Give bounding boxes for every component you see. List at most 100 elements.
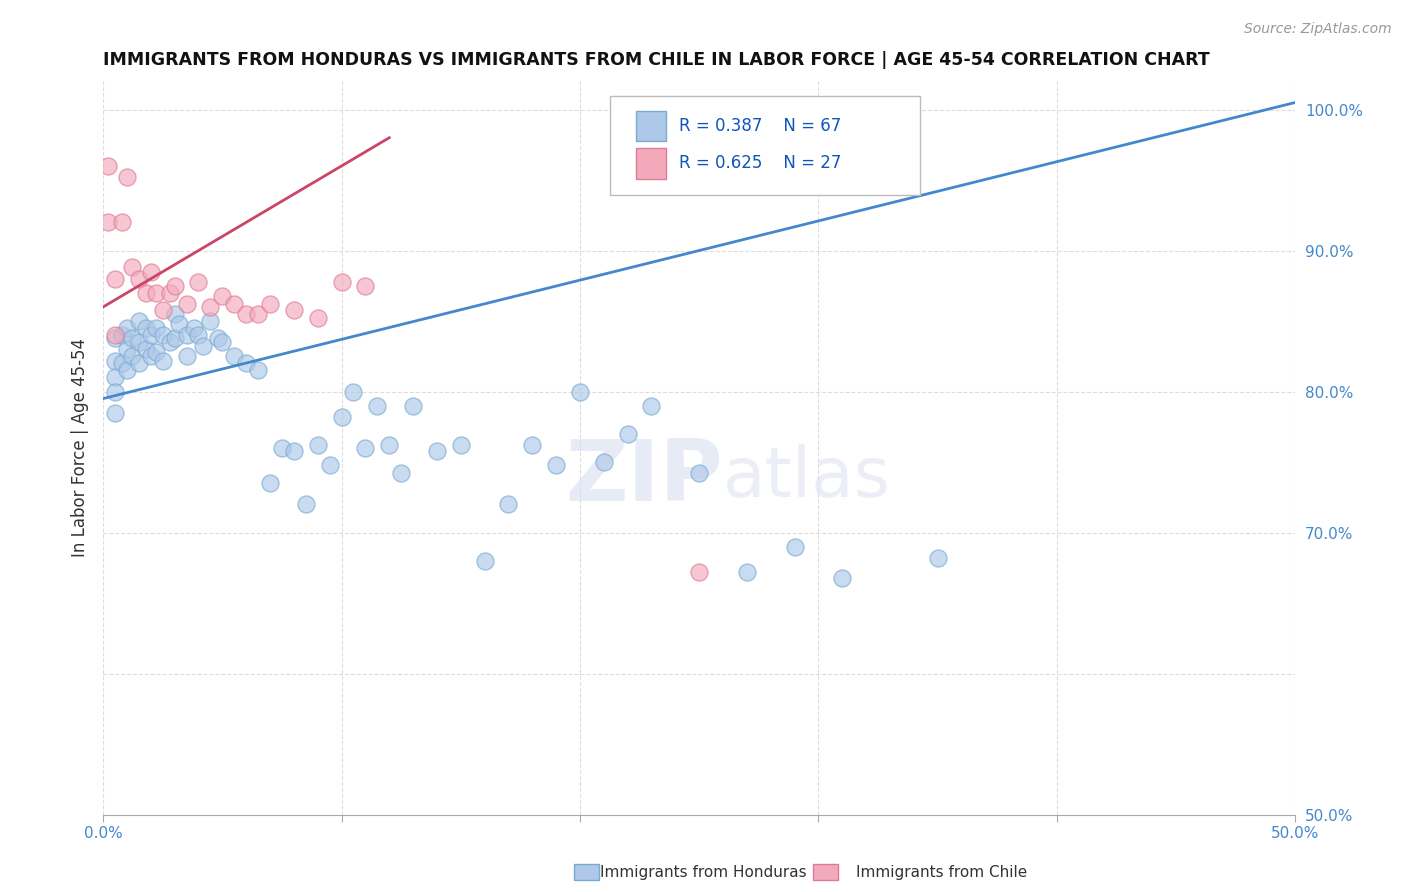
Point bbox=[104, 384, 127, 399]
Point bbox=[104, 331, 127, 345]
Point bbox=[426, 443, 449, 458]
Point bbox=[735, 565, 758, 579]
Point bbox=[259, 476, 281, 491]
FancyBboxPatch shape bbox=[636, 111, 666, 142]
Point bbox=[235, 356, 257, 370]
Point bbox=[115, 321, 138, 335]
FancyBboxPatch shape bbox=[636, 148, 666, 179]
Point bbox=[104, 271, 127, 285]
Point bbox=[307, 438, 329, 452]
Text: Immigrants from Honduras: Immigrants from Honduras bbox=[600, 865, 806, 880]
Point bbox=[474, 554, 496, 568]
Point bbox=[688, 467, 710, 481]
Point bbox=[342, 384, 364, 399]
Point bbox=[200, 314, 222, 328]
Point bbox=[97, 215, 120, 229]
Point bbox=[187, 275, 209, 289]
Point bbox=[152, 302, 174, 317]
Point bbox=[294, 497, 316, 511]
Point bbox=[247, 363, 270, 377]
Point bbox=[145, 345, 167, 359]
Bar bbox=[813, 864, 838, 880]
Point bbox=[259, 297, 281, 311]
Text: R = 0.387    N = 67: R = 0.387 N = 67 bbox=[679, 117, 841, 135]
Point bbox=[135, 321, 157, 335]
Point bbox=[104, 370, 127, 384]
Point bbox=[389, 467, 412, 481]
Point bbox=[169, 317, 191, 331]
Point bbox=[121, 331, 143, 345]
Point bbox=[831, 571, 853, 585]
Point bbox=[128, 356, 150, 370]
Text: R = 0.625    N = 27: R = 0.625 N = 27 bbox=[679, 154, 841, 172]
Point bbox=[207, 331, 229, 345]
Point bbox=[163, 307, 186, 321]
Point bbox=[176, 328, 198, 343]
Point bbox=[121, 349, 143, 363]
Point bbox=[616, 426, 638, 441]
Point bbox=[152, 353, 174, 368]
Point bbox=[330, 409, 353, 424]
Point bbox=[139, 328, 162, 343]
Point bbox=[128, 314, 150, 328]
FancyBboxPatch shape bbox=[610, 96, 920, 195]
Point bbox=[366, 399, 388, 413]
Point bbox=[152, 328, 174, 343]
Y-axis label: In Labor Force | Age 45-54: In Labor Force | Age 45-54 bbox=[72, 338, 89, 558]
Point bbox=[163, 331, 186, 345]
Point bbox=[247, 307, 270, 321]
Point bbox=[450, 438, 472, 452]
Point bbox=[354, 278, 377, 293]
Point bbox=[193, 339, 215, 353]
Point bbox=[176, 297, 198, 311]
Text: Immigrants from Chile: Immigrants from Chile bbox=[856, 865, 1028, 880]
Point bbox=[224, 297, 246, 311]
Point bbox=[592, 455, 614, 469]
Point bbox=[163, 278, 186, 293]
Point bbox=[568, 384, 591, 399]
Point bbox=[927, 550, 949, 565]
Point bbox=[111, 215, 134, 229]
Point bbox=[115, 170, 138, 185]
Point bbox=[224, 349, 246, 363]
Point bbox=[97, 159, 120, 173]
Point bbox=[139, 349, 162, 363]
Bar bbox=[574, 864, 599, 880]
Point bbox=[330, 275, 353, 289]
Point bbox=[128, 271, 150, 285]
Point bbox=[159, 335, 181, 350]
Point bbox=[307, 311, 329, 326]
Point bbox=[135, 343, 157, 357]
Point bbox=[115, 363, 138, 377]
Point bbox=[211, 288, 233, 302]
Point bbox=[104, 406, 127, 420]
Point bbox=[159, 285, 181, 300]
Text: ZIP: ZIP bbox=[565, 436, 723, 519]
Point bbox=[104, 353, 127, 368]
Text: atlas: atlas bbox=[723, 443, 891, 511]
Text: Source: ZipAtlas.com: Source: ZipAtlas.com bbox=[1244, 22, 1392, 37]
Point bbox=[783, 540, 806, 554]
Point bbox=[145, 285, 167, 300]
Point bbox=[354, 441, 377, 455]
Point bbox=[498, 497, 520, 511]
Point bbox=[111, 356, 134, 370]
Point bbox=[135, 285, 157, 300]
Point bbox=[111, 328, 134, 343]
Point bbox=[402, 399, 425, 413]
Point bbox=[121, 260, 143, 275]
Point bbox=[283, 302, 305, 317]
Point bbox=[128, 335, 150, 350]
Point bbox=[200, 300, 222, 314]
Point bbox=[115, 343, 138, 357]
Point bbox=[187, 328, 209, 343]
Point bbox=[235, 307, 257, 321]
Point bbox=[211, 335, 233, 350]
Point bbox=[183, 321, 205, 335]
Point bbox=[318, 458, 340, 472]
Point bbox=[145, 321, 167, 335]
Point bbox=[640, 399, 662, 413]
Point bbox=[546, 458, 568, 472]
Point bbox=[271, 441, 294, 455]
Point bbox=[139, 265, 162, 279]
